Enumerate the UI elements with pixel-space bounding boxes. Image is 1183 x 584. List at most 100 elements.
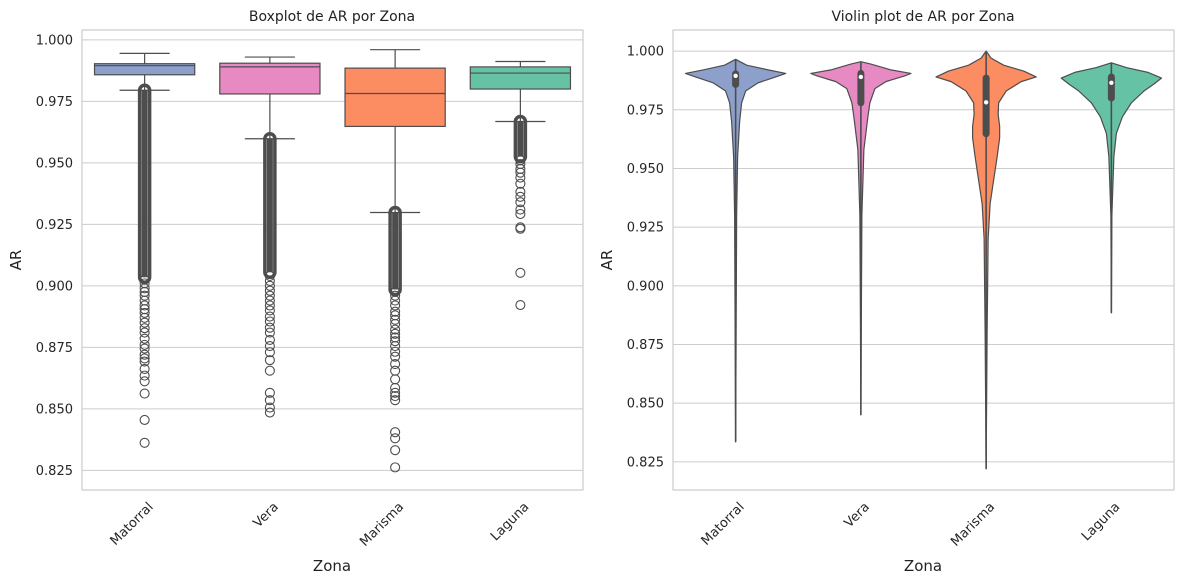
violin-title: Violin plot de AR por Zona	[831, 9, 1014, 25]
outlier-point	[139, 414, 150, 425]
outlier-point	[515, 167, 526, 178]
outlier-point	[264, 327, 275, 338]
violin-y-ticks: 0.825 0.850 0.875 0.900 0.925 0.950 0.975 1.000	[627, 45, 664, 471]
outlier-point	[264, 280, 275, 291]
x-tick-label-vera: Vera	[251, 500, 282, 531]
violin-median	[1109, 80, 1114, 86]
outlier-point	[264, 285, 275, 296]
violin-median	[858, 74, 864, 80]
y-tick-label: 0.925	[36, 218, 73, 233]
y-tick-label: 0.900	[36, 279, 73, 294]
outlier-point	[139, 317, 150, 328]
outlier-point	[139, 283, 150, 294]
y-tick-label: 0.825	[627, 455, 664, 470]
outlier-point	[139, 323, 150, 334]
y-tick-label: 0.850	[627, 397, 664, 412]
outlier-point	[390, 427, 401, 438]
outlier-point	[139, 356, 150, 367]
outlier-point	[390, 318, 401, 330]
outlier-point	[139, 437, 150, 448]
outlier-point	[139, 363, 150, 375]
box-vera	[219, 56, 321, 418]
outlier-point	[390, 341, 401, 352]
outlier-point	[390, 433, 401, 444]
violin-panel: 0.825 0.850 0.875 0.900 0.925 0.950 0.975 1.000…	[598, 9, 1175, 575]
outlier-point	[264, 341, 275, 352]
outliers-dense	[263, 131, 277, 280]
outlier-point	[390, 365, 401, 376]
y-tick-label: 0.850	[36, 402, 73, 417]
x-tick-label-matorral: Matorral	[108, 500, 157, 549]
boxplot-title: Boxplot de AR por Zona	[249, 9, 415, 25]
x-tick-label-marisma: Marisma	[357, 500, 407, 550]
outlier-point	[264, 311, 275, 322]
outlier-point	[264, 347, 275, 358]
outlier-point	[139, 349, 150, 360]
box-matorral	[93, 52, 196, 448]
outlier-point	[390, 328, 401, 339]
outlier-point	[390, 346, 401, 357]
outlier-point	[390, 387, 401, 398]
boxplot-gridlines	[82, 39, 583, 471]
boxplot-plot-frame	[81, 29, 584, 491]
box-laguna	[469, 60, 572, 311]
box-marisma	[344, 49, 446, 473]
outlier-point	[390, 336, 401, 347]
violin-x-ticks: Matorral Vera Marisma Laguna	[699, 500, 1124, 550]
outlier-point	[390, 374, 401, 385]
outlier-point	[390, 462, 401, 473]
outlier-point	[390, 314, 401, 325]
x-tick-label-laguna: Laguna	[1079, 500, 1123, 544]
y-tick-label: 0.975	[36, 95, 73, 110]
y-tick-label: 0.900	[627, 279, 664, 294]
violin-x-axis-label: Zona	[904, 557, 942, 575]
y-tick-label: 0.950	[627, 162, 664, 177]
outlier-point	[390, 300, 401, 311]
outlier-point	[390, 359, 401, 370]
y-tick-label: 1.000	[36, 33, 73, 48]
x-tick-label-vera: Vera	[842, 500, 873, 531]
outlier-point	[264, 305, 275, 316]
violin-marisma	[935, 50, 1037, 470]
y-tick-label: 0.875	[627, 338, 664, 353]
outlier-point	[515, 186, 526, 197]
outlier-point	[139, 312, 150, 323]
outlier-point	[264, 355, 275, 366]
outlier-point	[264, 290, 275, 301]
outlier-point	[139, 370, 150, 381]
violin-median	[983, 100, 989, 105]
outlier-point	[390, 382, 401, 393]
x-tick-label-matorral: Matorral	[699, 500, 748, 549]
outlier-point	[264, 295, 275, 306]
violin-median	[733, 73, 738, 78]
violin-y-axis-label: AR	[598, 250, 616, 271]
outlier-point	[390, 395, 401, 406]
violin-matorral	[684, 58, 787, 443]
outlier-point	[264, 316, 275, 327]
outlier-point	[139, 376, 150, 387]
box-iqr	[469, 66, 572, 90]
boxplot-y-axis-label: AR	[7, 250, 25, 271]
violin-marks	[684, 50, 1163, 470]
outlier-point	[139, 307, 150, 318]
violin-gridlines	[673, 50, 1174, 463]
outlier-point	[264, 334, 275, 345]
outliers-dense	[137, 83, 152, 284]
outlier-point	[390, 324, 401, 335]
outlier-point	[264, 407, 275, 418]
outlier-point	[264, 402, 275, 413]
boxplot-panel: 0.825 0.850 0.875 0.900 0.925 0.950 0.975 1.000…	[7, 9, 584, 575]
outlier-point	[264, 270, 275, 282]
outlier-point	[264, 365, 275, 376]
outlier-point	[390, 445, 401, 456]
violin-laguna	[1060, 62, 1163, 314]
x-tick-label-laguna: Laguna	[488, 500, 532, 544]
outlier-point	[515, 299, 526, 311]
outlier-point	[390, 295, 401, 306]
y-tick-label: 0.825	[36, 464, 73, 479]
y-tick-label: 0.875	[36, 341, 73, 356]
y-tick-label: 0.975	[627, 103, 664, 118]
outlier-point	[139, 343, 150, 354]
outlier-point	[139, 327, 150, 338]
outlier-point	[264, 275, 275, 286]
